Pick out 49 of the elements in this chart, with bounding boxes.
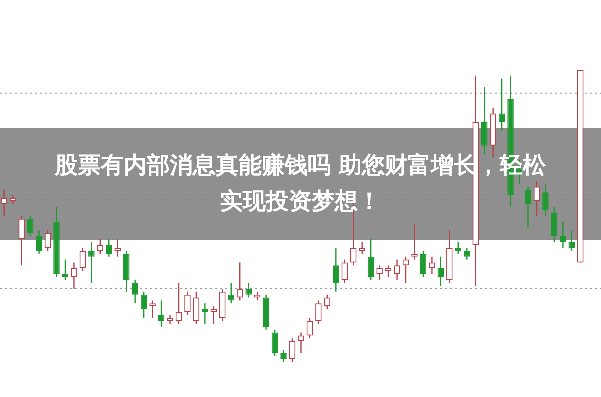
candlestick: [140, 291, 148, 319]
candlestick: [272, 329, 278, 357]
candlestick: [525, 186, 532, 228]
candlestick: [542, 183, 549, 217]
candlestick: [394, 259, 400, 281]
candlestick: [36, 230, 42, 255]
candlestick: [97, 238, 104, 255]
candlestick: [498, 78, 506, 132]
candlestick: [385, 265, 392, 278]
candlestick: [184, 291, 191, 316]
candlestick: [316, 300, 322, 325]
candlestick: [412, 224, 418, 260]
candlestick: [80, 248, 86, 272]
candlestick: [18, 215, 25, 266]
candlestick: [88, 242, 95, 284]
candlestick: [280, 350, 287, 363]
candlestick: [560, 221, 566, 249]
candlestick: [210, 306, 218, 325]
candlestick: [193, 291, 200, 325]
candlestick: [420, 250, 427, 278]
candlestick: [132, 280, 138, 304]
candlestick: [150, 300, 156, 319]
candlestick: [44, 230, 52, 252]
candlestick: [176, 282, 182, 325]
candlestick: [534, 180, 540, 217]
candlestick: [464, 248, 470, 260]
candlestick: [114, 238, 122, 258]
candlestick: [71, 262, 78, 290]
candlestick: [202, 303, 208, 325]
candlestick: [306, 318, 314, 340]
candlestick: [27, 215, 34, 238]
candlestick: [106, 238, 112, 258]
candlestick: [1, 189, 8, 217]
candlestick: [481, 86, 488, 156]
candlestick: [429, 256, 436, 275]
candlestick: [342, 259, 348, 284]
candlestick: [236, 262, 244, 302]
candlestick: [333, 248, 340, 293]
candlestick: [298, 332, 304, 354]
candlestick: [551, 206, 558, 243]
candlestick: [376, 265, 383, 281]
candlestick: [359, 242, 366, 255]
candlestick: [368, 238, 374, 281]
candlestick: [62, 259, 69, 281]
candlestick: [438, 256, 444, 287]
candlestick: [246, 282, 252, 298]
candlestick: [228, 282, 235, 304]
candlestick: [455, 242, 462, 255]
candlestick: [289, 338, 296, 363]
